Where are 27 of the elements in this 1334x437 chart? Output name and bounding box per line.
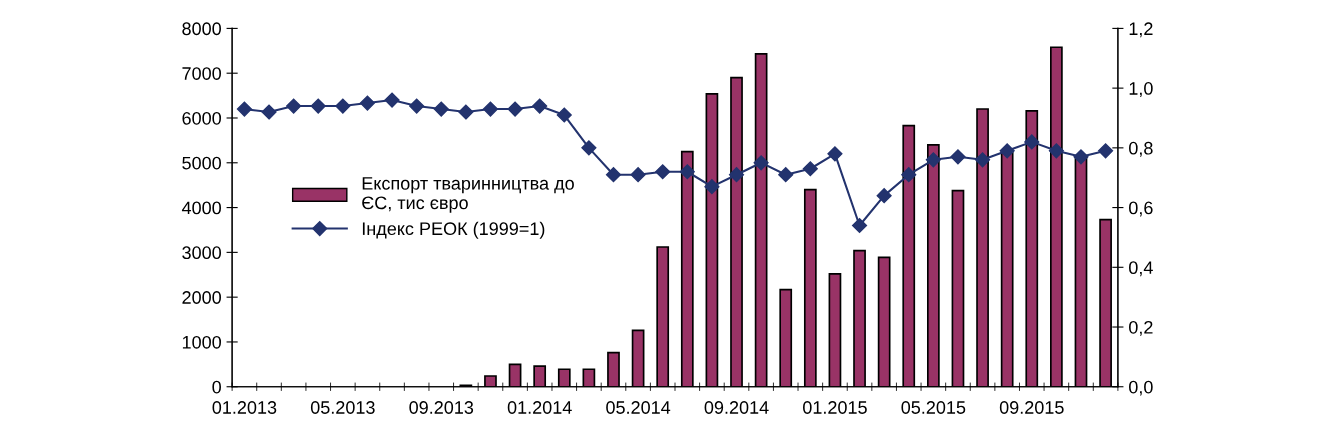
x-tick-label: 09.2014 xyxy=(704,401,769,414)
y2-tick-label: 0,8 xyxy=(1129,141,1153,157)
y-tick-label: 1000 xyxy=(182,335,221,349)
y-tick-label: 8000 xyxy=(182,22,221,36)
x-tick-label: 01.2015 xyxy=(803,401,867,414)
y-tick-label: 2000 xyxy=(182,291,221,304)
y-tick-label: 6000 xyxy=(182,111,221,125)
legend-label: Експорт тваринництва до ЄС, тис євро xyxy=(362,177,574,213)
y-tick-label: 4000 xyxy=(181,201,221,215)
y2-tick-label: 0,2 xyxy=(1129,320,1153,336)
x-tick-label: 01.2014 xyxy=(507,401,572,414)
y2-tick-label: 1,0 xyxy=(1129,82,1153,97)
y-tick-label: 0 xyxy=(212,380,221,394)
y2-tick-label: 1,2 xyxy=(1129,22,1153,38)
x-tick-label: 01.2013 xyxy=(212,401,277,414)
legend-label: Індекс РЕОК (1999=1) xyxy=(362,221,545,239)
x-tick-label: 09.2015 xyxy=(999,401,1064,414)
y2-tick-label: 0,6 xyxy=(1129,201,1153,217)
y2-tick-label: 0,4 xyxy=(1129,261,1153,277)
x-tick-label: 05.2015 xyxy=(901,401,966,414)
x-tick-label: 05.2014 xyxy=(606,401,671,414)
y-tick-label: 3000 xyxy=(182,246,221,260)
y2-tick-label: 0,0 xyxy=(1129,380,1153,396)
x-tick-label: 09.2013 xyxy=(409,401,474,414)
y-tick-label: 7000 xyxy=(182,67,221,80)
y-tick-label: 5000 xyxy=(182,156,221,170)
x-tick-label: 05.2013 xyxy=(310,401,375,414)
